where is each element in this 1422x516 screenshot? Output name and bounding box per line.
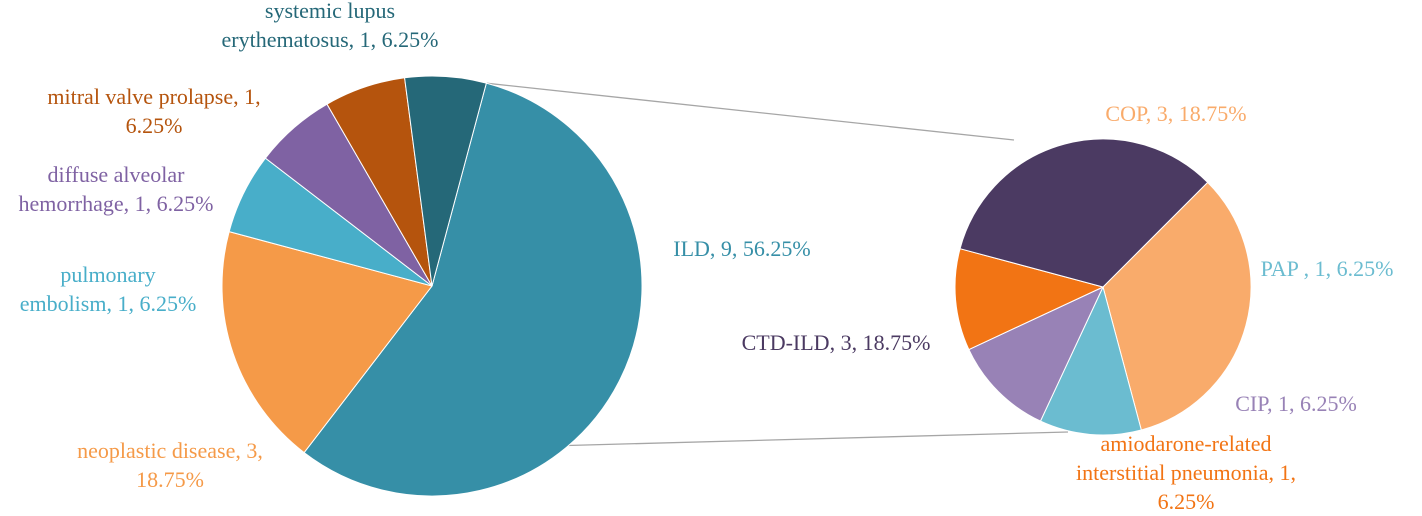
sub-label-pap: PAP , 1, 6.25% xyxy=(1261,256,1394,281)
main-label-ild: ILD, 9, 56.25% xyxy=(673,236,810,261)
label-line: PAP , 1, 6.25% xyxy=(1261,256,1394,281)
label-line: interstitial pneumonia, 1, xyxy=(1076,460,1296,485)
main-label-systemic-lupus-erythematosus: systemic lupus erythematosus, 1, 6.25% xyxy=(222,0,439,52)
main-pie xyxy=(221,75,643,497)
label-line: diffuse alveolar xyxy=(47,162,185,187)
label-line: CIP, 1, 6.25% xyxy=(1235,391,1357,416)
slice-labels: ILD, 9, 56.25% neoplastic disease, 3, 18.7… xyxy=(19,0,1394,514)
label-line: mitral valve prolapse, 1, xyxy=(47,84,260,109)
label-line: erythematosus, 1, 6.25% xyxy=(222,27,439,52)
connector-top xyxy=(486,82,1015,141)
label-line: systemic lupus xyxy=(265,0,395,23)
sub-label-amiodarone-related-interstitial-pneumonia: amiodarone-related interstitial pneumonia… xyxy=(1076,431,1296,514)
main-label-diffuse-alveolar-hemorrhage: diffuse alveolar hemorrhage, 1, 6.25% xyxy=(19,162,214,216)
main-slice-ild xyxy=(303,82,643,497)
sub-label-ctd-ild: CTD-ILD, 3, 18.75% xyxy=(742,330,931,355)
label-line: hemorrhage, 1, 6.25% xyxy=(19,191,214,216)
label-line: 6.25% xyxy=(126,113,183,138)
sub-slice-pap xyxy=(1039,285,1142,436)
sub-slice-amiodarone-related-interstitial-pneumonia xyxy=(954,248,1105,351)
label-line: pulmonary xyxy=(60,262,155,287)
main-slice-neoplastic-disease xyxy=(221,231,433,454)
sub-slice-ctd-ild xyxy=(959,138,1209,288)
label-line: embolism, 1, 6.25% xyxy=(20,291,197,316)
label-line: amiodarone-related xyxy=(1100,431,1271,456)
sub-pie xyxy=(954,138,1252,436)
main-label-neoplastic-disease: neoplastic disease, 3, 18.75% xyxy=(77,438,263,492)
label-line: COP, 3, 18.75% xyxy=(1105,101,1246,126)
main-label-pulmonary-embolism: pulmonary embolism, 1, 6.25% xyxy=(20,262,197,316)
main-label-mitral-valve-prolapse: mitral valve prolapse, 1, 6.25% xyxy=(47,84,260,138)
sub-label-cop: COP, 3, 18.75% xyxy=(1105,101,1246,126)
label-line: 18.75% xyxy=(136,467,204,492)
main-slice-systemic-lupus-erythematosus xyxy=(404,75,487,287)
label-line: CTD-ILD, 3, 18.75% xyxy=(742,330,931,355)
sub-slice-cip xyxy=(968,285,1105,422)
label-line: 6.25% xyxy=(1158,489,1215,514)
label-line: neoplastic disease, 3, xyxy=(77,438,263,463)
sub-label-cip: CIP, 1, 6.25% xyxy=(1235,391,1357,416)
sub-slice-cop xyxy=(1102,181,1252,431)
label-line: ILD, 9, 56.25% xyxy=(673,236,810,261)
